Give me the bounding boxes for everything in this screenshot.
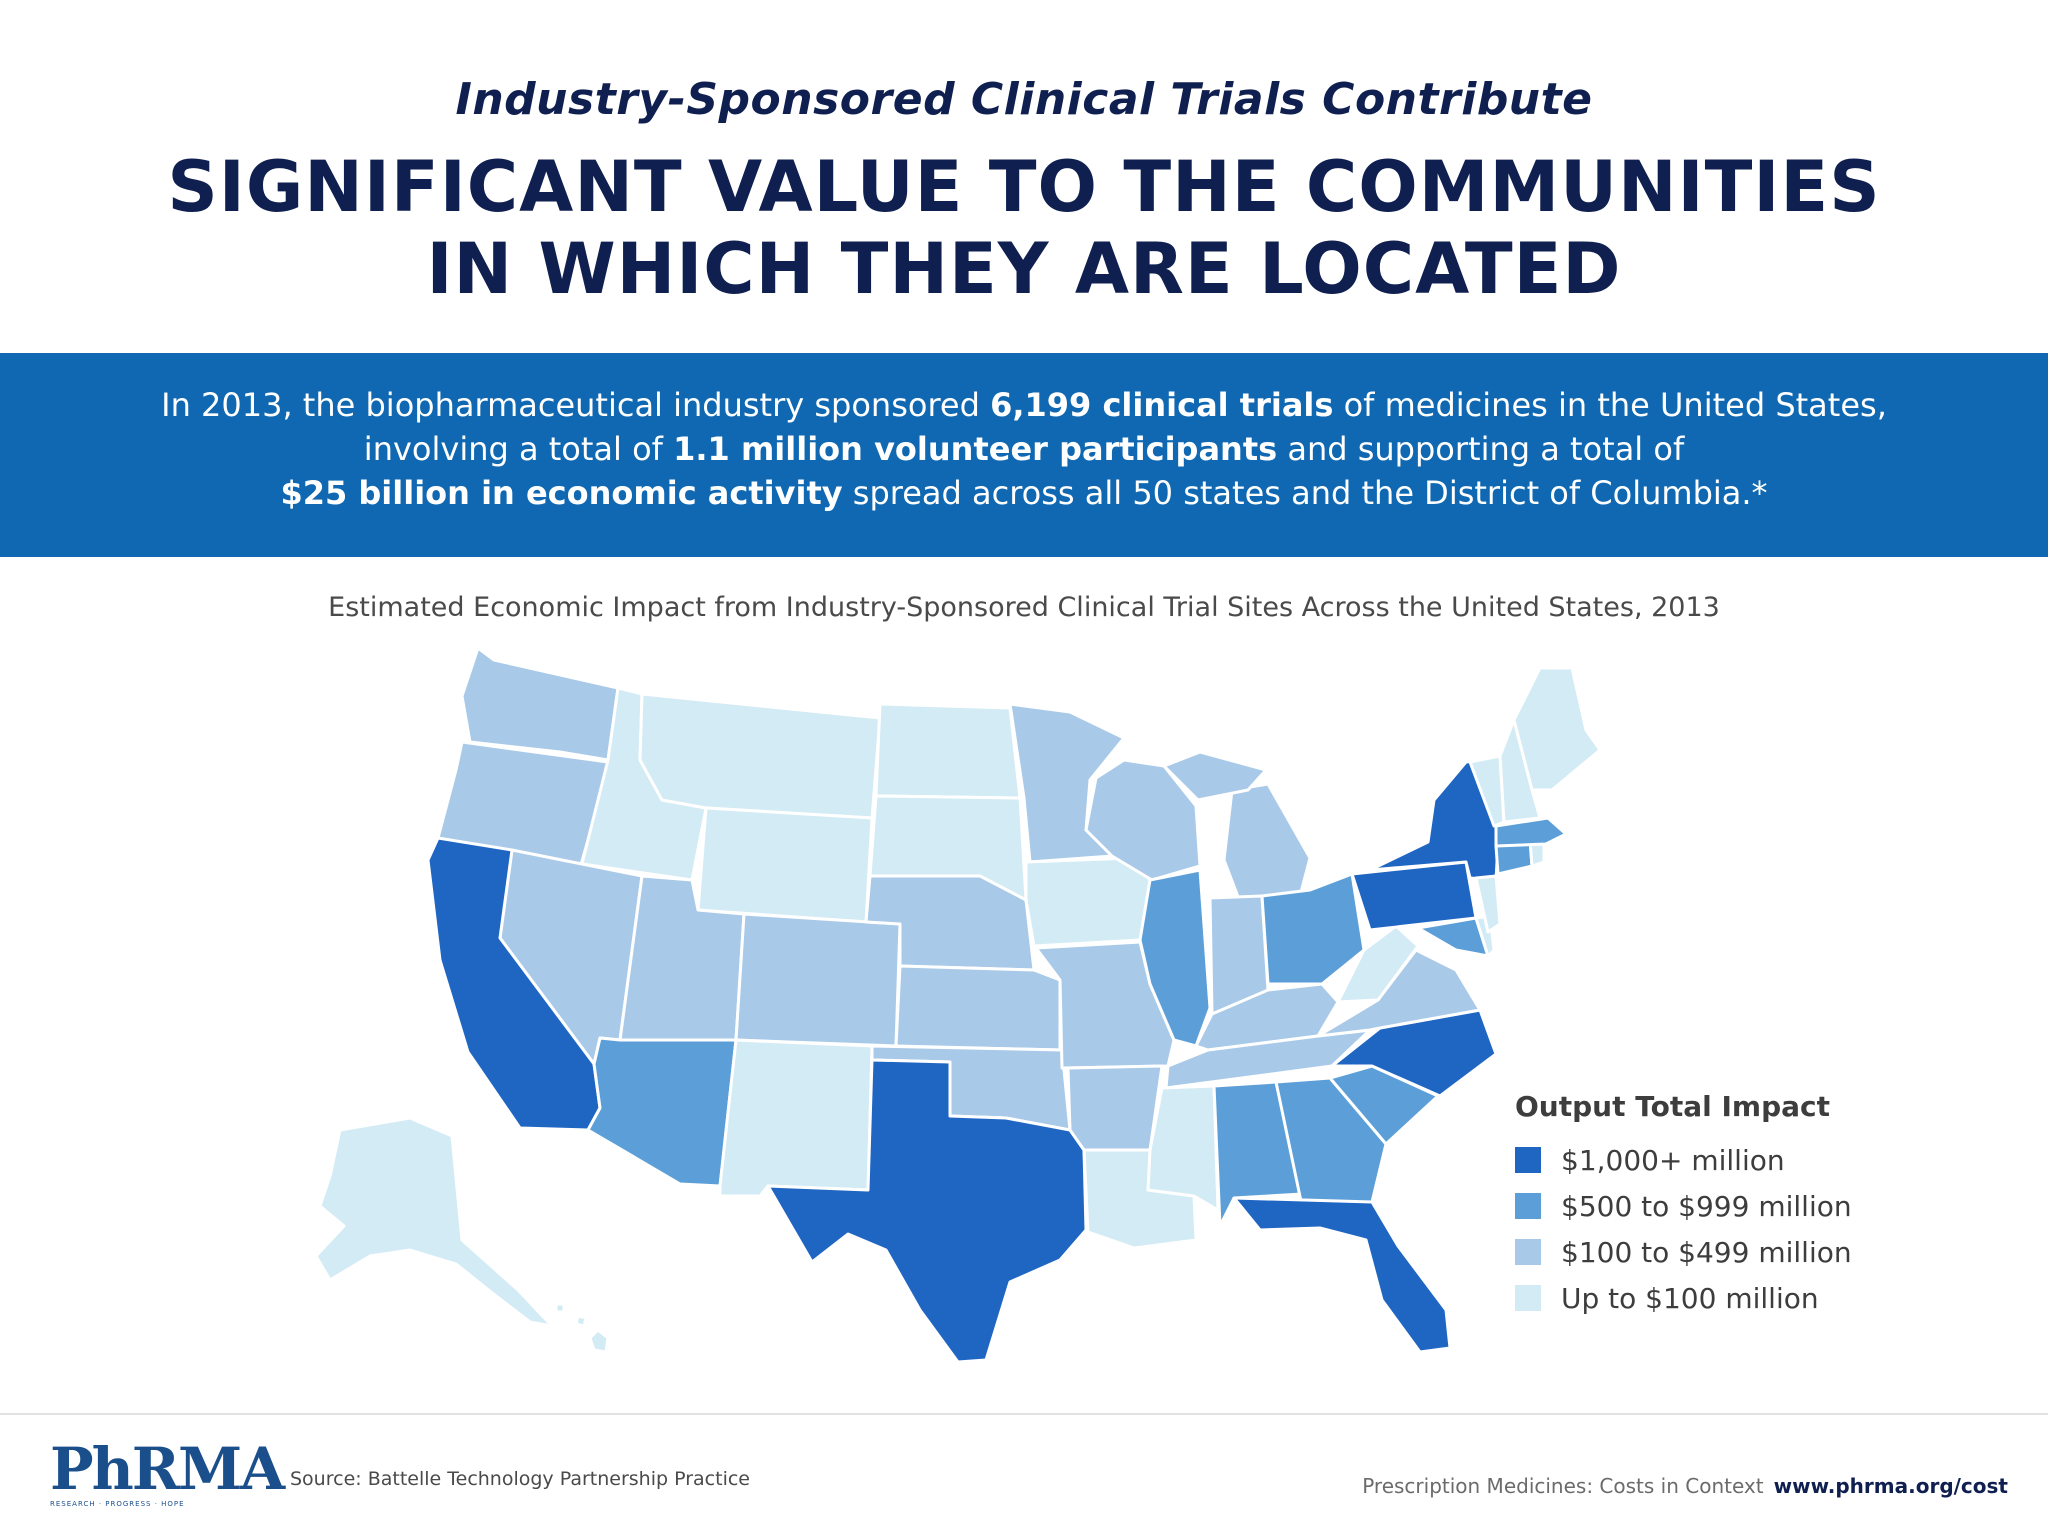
state-kansas [894, 964, 1062, 1052]
legend-swatch [1515, 1147, 1541, 1173]
footer-context: Prescription Medicines: Costs in Context… [1362, 1474, 2008, 1498]
state-iowa [1024, 856, 1152, 948]
banner-highlight-trials: 6,199 clinical trials [990, 386, 1334, 424]
legend-item: $100 to $499 million [1515, 1229, 1852, 1275]
legend-swatch [1515, 1239, 1541, 1265]
banner-line-3: $25 billion in economic activity spread … [0, 471, 2048, 515]
map-title: Estimated Economic Impact from Industry-… [328, 592, 1720, 623]
logo-tagline: RESEARCH · PROGRESS · HOPE [50, 1500, 185, 1508]
legend-label: $1,000+ million [1561, 1143, 1785, 1177]
legend-swatch [1515, 1193, 1541, 1219]
state-alaska [314, 1116, 554, 1328]
legend-item: $500 to $999 million [1515, 1183, 1852, 1229]
state-montana [638, 692, 882, 820]
legend-title: Output Total Impact [1515, 1090, 1830, 1123]
state-north-dakota [874, 702, 1022, 800]
banner-line-2: involving a total of 1.1 million volunte… [0, 427, 2048, 471]
state-new-hampshire [1498, 718, 1542, 824]
headline-line-1: SIGNIFICANT VALUE TO THE COMMUNITIES [167, 146, 1881, 228]
legend-swatch [1515, 1285, 1541, 1311]
legend-label: Up to $100 million [1561, 1281, 1819, 1315]
state-hawaii-maui [574, 1314, 588, 1328]
headline-line-2: IN WHICH THEY ARE LOCATED [426, 228, 1622, 310]
footer-divider [0, 1413, 2048, 1415]
legend: Output Total Impact $1,000+ million $500… [1515, 1090, 1852, 1321]
banner-text: and supporting a total of [1277, 430, 1685, 468]
state-arizona [586, 1036, 738, 1188]
state-wisconsin [1084, 758, 1202, 882]
banner-text: of medicines in the United States, [1333, 386, 1887, 424]
banner-line-1: In 2013, the biopharmaceutical industry … [0, 383, 2048, 427]
banner-highlight-participants: 1.1 million volunteer participants [673, 430, 1278, 468]
legend-item: Up to $100 million [1515, 1275, 1852, 1321]
state-west-virginia [1336, 924, 1420, 1004]
state-maine [1512, 666, 1602, 792]
phrma-logo: PhRMA RESEARCH · PROGRESS · HOPE [50, 1435, 285, 1510]
banner-text: In 2013, the biopharmaceutical industry … [161, 386, 991, 424]
legend-label: $100 to $499 million [1561, 1235, 1852, 1269]
legend-item: $1,000+ million [1515, 1137, 1852, 1183]
context-text: Prescription Medicines: Costs in Context [1362, 1474, 1764, 1498]
state-new-mexico [718, 1038, 874, 1198]
state-georgia [1274, 1076, 1388, 1208]
summary-banner: In 2013, the biopharmaceutical industry … [0, 353, 2048, 557]
logo-wordmark: PhRMA [50, 1435, 285, 1503]
state-texas [766, 1058, 1088, 1364]
state-hawaii-island [588, 1328, 610, 1354]
state-illinois [1138, 868, 1212, 1048]
subtitle: Industry-Sponsored Clinical Trials Contr… [455, 74, 1593, 125]
headline: SIGNIFICANT VALUE TO THE COMMUNITIES IN … [0, 146, 2048, 310]
footer-url-link[interactable]: www.phrma.org/cost [1773, 1474, 2008, 1498]
banner-highlight-economic: $25 billion in economic activity [280, 474, 843, 512]
banner-text: involving a total of [363, 430, 674, 468]
state-mississippi [1146, 1084, 1220, 1212]
state-alabama [1212, 1080, 1304, 1228]
state-new-jersey [1474, 874, 1502, 934]
banner-text: spread across all 50 states and the Dist… [842, 474, 1768, 512]
state-washington [460, 646, 620, 762]
state-michigan [1222, 782, 1312, 904]
state-michigan-upper [1162, 750, 1268, 802]
state-arkansas [1066, 1064, 1164, 1152]
state-wyoming [696, 806, 874, 924]
legend-label: $500 to $999 million [1561, 1189, 1852, 1223]
state-hawaii-oahu [554, 1302, 566, 1314]
state-colorado [734, 912, 902, 1048]
source-note: Source: Battelle Technology Partnership … [290, 1468, 750, 1490]
state-florida [1232, 1196, 1452, 1354]
